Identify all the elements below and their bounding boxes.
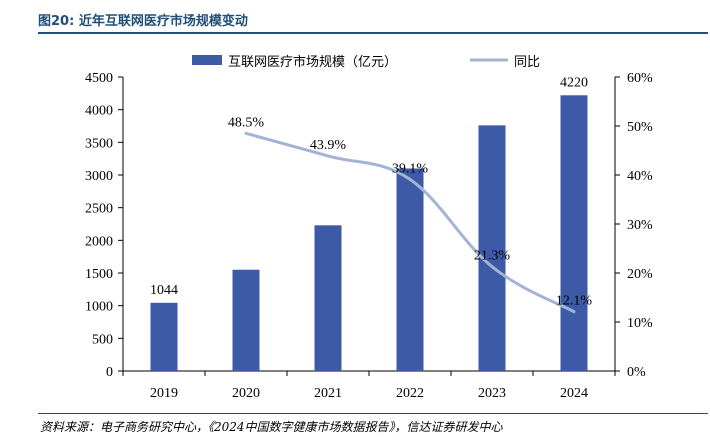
y-right-tick-label: 20% — [627, 267, 653, 282]
yoy-data-label: 48.5% — [228, 115, 265, 130]
x-tick-label: 2019 — [150, 386, 178, 401]
yoy-data-label: 43.9% — [310, 138, 347, 153]
footer-rule — [38, 413, 708, 414]
y-left-tick-label: 2000 — [85, 234, 113, 249]
y-left-tick-label: 4500 — [85, 71, 113, 86]
y-left-tick-label: 1000 — [85, 300, 113, 315]
yoy-data-label: 21.3% — [474, 249, 511, 264]
bar-2019 — [150, 302, 178, 371]
y-left-tick-label: 3000 — [85, 169, 113, 184]
y-right-tick-label: 0% — [627, 365, 646, 380]
bar-2020 — [232, 269, 260, 371]
legend-bar-label: 互联网医疗市场规模（亿元） — [228, 54, 397, 70]
y-right-tick-label: 50% — [627, 120, 653, 135]
title-bar: 图20: 近年互联网医疗市场规模变动 — [38, 6, 708, 34]
x-tick-label: 2020 — [232, 386, 260, 401]
x-tick-label: 2024 — [560, 386, 588, 401]
yoy-data-label: 12.1% — [556, 294, 593, 309]
bar-2023 — [478, 125, 506, 371]
y-right-tick-label: 40% — [627, 169, 653, 184]
bar-2024 — [560, 95, 588, 371]
bar-2021 — [314, 225, 342, 371]
y-left-tick-label: 0 — [106, 365, 113, 380]
bar-2022 — [396, 168, 424, 371]
y-left-tick-label: 1500 — [85, 267, 113, 282]
bar-data-label: 1044 — [150, 283, 178, 298]
yoy-point — [326, 154, 330, 158]
bar-data-label: 4220 — [560, 75, 588, 90]
y-right-tick-label: 10% — [627, 316, 653, 331]
x-tick-label: 2021 — [314, 386, 342, 401]
yoy-point — [408, 177, 412, 181]
y-left-tick-label: 3500 — [85, 136, 113, 151]
y-left-tick-label: 4000 — [85, 104, 113, 119]
yoy-data-label: 39.1% — [392, 161, 429, 176]
y-right-tick-label: 30% — [627, 218, 653, 233]
yoy-point — [572, 310, 576, 314]
source-note: 资料来源：电子商务研究中心，《2024中国数字健康市场数据报告》，信达证券研发中… — [40, 420, 503, 434]
y-left-tick-label: 500 — [92, 332, 113, 347]
yoy-point — [244, 131, 248, 135]
yoy-point — [490, 265, 494, 269]
y-right-tick-label: 60% — [627, 71, 653, 86]
x-tick-label: 2022 — [396, 386, 424, 401]
x-tick-label: 2023 — [478, 386, 506, 401]
chart-title: 图20: 近年互联网医疗市场规模变动 — [38, 14, 248, 29]
legend-line-label: 同比 — [514, 55, 540, 70]
legend-bar-swatch — [192, 55, 222, 65]
y-left-tick-label: 2500 — [85, 202, 113, 217]
